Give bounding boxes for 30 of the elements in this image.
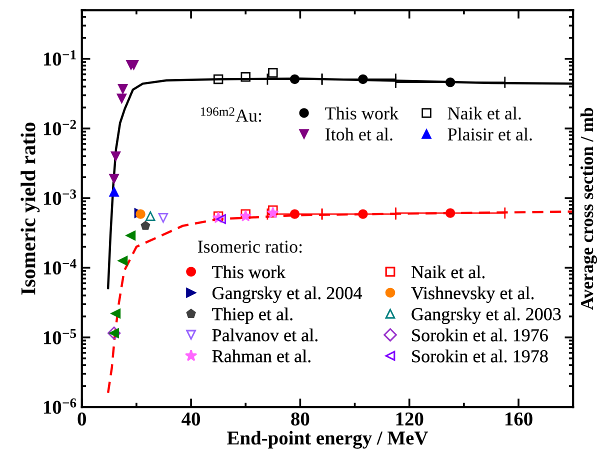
y2-axis-title: Average cross section / mb [580, 108, 597, 310]
y-tick-label: 10$^{−3}$ [44, 189, 76, 205]
annotation: Isomeric ratio: [198, 240, 302, 253]
y-tick-label: 10$^{−1}$ [44, 50, 76, 66]
x-tick-label: 80 [291, 412, 310, 426]
legend-label: Sorokin et al. 1976 [412, 328, 548, 342]
legend-label: Plaisir et al. [448, 128, 532, 141]
legend-label: Rahman et al. [212, 350, 310, 362]
legend-label: Naik et al. [448, 106, 521, 120]
legend-label: Gangrsky et al. 2004 [212, 286, 362, 303]
annotation: $^{196m2}$Au: [201, 107, 262, 122]
legend-label: Palvanov et al. [212, 328, 318, 342]
legend-label: Itoh et al. [325, 128, 392, 141]
legend-label: Naik et al. [412, 266, 485, 278]
legend-label: This work [325, 106, 399, 120]
x-tick-label: 0 [78, 412, 86, 426]
legend-label: Sorokin et al. 1978 [412, 350, 548, 362]
legend-label: This work [212, 266, 286, 278]
legend-label: Vishnevsky et al. [411, 286, 534, 303]
y-tick-label: 10$^{−2}$ [44, 120, 76, 136]
x-tick-label: 160 [506, 412, 532, 426]
legend-label: Thiep et al. [212, 308, 292, 324]
x-axis-title: End-point energy / MeV [227, 430, 428, 449]
y-tick-label: 10$^{−4}$ [44, 259, 76, 275]
y-axis-title: Isomeric yield ratio [20, 122, 40, 295]
y-tick-label: 10$^{−5}$ [44, 328, 76, 344]
x-tick-label: 40 [182, 412, 200, 426]
y-tick-label: 10$^{−6}$ [44, 398, 76, 414]
x-tick-label: 120 [396, 412, 424, 426]
legend-label: Gangrsky et al. 2003 [412, 308, 561, 324]
